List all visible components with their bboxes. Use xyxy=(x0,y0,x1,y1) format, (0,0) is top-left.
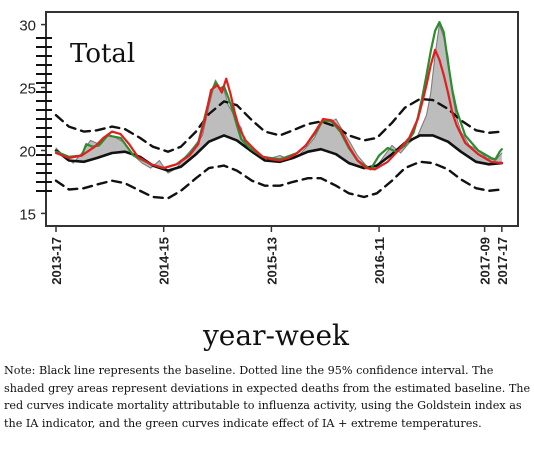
series-line-upper-ci xyxy=(54,97,503,153)
x-tick-label: 2016-11 xyxy=(372,237,387,284)
figure-note: Note: Black line represents the baseline… xyxy=(4,364,531,430)
y-axis-hatch-marks xyxy=(36,37,52,192)
y-axis: 15 20 25 30 xyxy=(19,18,46,223)
y-tick-label: 20 xyxy=(19,143,36,160)
x-axis: 2013-17 2014-15 2015-13 2016-11 2017-09 2017-… xyxy=(49,226,510,285)
series-line-lower-ci xyxy=(54,160,503,200)
series-line-influenza xyxy=(54,48,503,171)
x-tick-label: 2015-13 xyxy=(264,237,279,285)
x-tick-label: 2017-17 xyxy=(495,237,510,285)
x-tick-label: 2017-09 xyxy=(478,237,493,285)
series-lines xyxy=(54,21,504,200)
x-tick-label: 2013-17 xyxy=(49,237,64,285)
series-line-baseline xyxy=(54,134,504,172)
x-axis-label: year-week xyxy=(202,319,350,352)
x-tick-label: 2014-15 xyxy=(157,237,172,285)
y-tick-label: 30 xyxy=(19,18,36,35)
y-tick-label: 25 xyxy=(19,81,36,98)
chart-title: Total xyxy=(70,39,135,69)
y-tick-label: 15 xyxy=(19,206,36,223)
